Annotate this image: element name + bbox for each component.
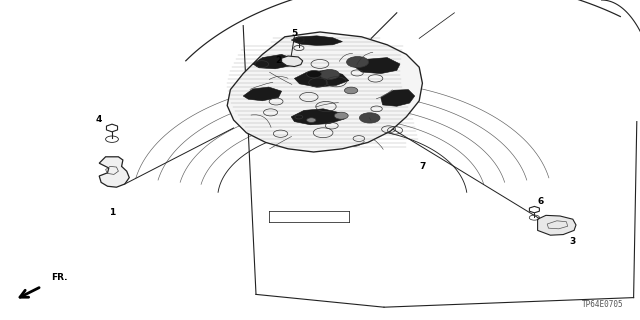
- Polygon shape: [99, 157, 129, 187]
- Circle shape: [360, 113, 380, 123]
- Polygon shape: [291, 36, 342, 45]
- Text: 1: 1: [109, 208, 115, 217]
- Polygon shape: [381, 90, 415, 106]
- Text: 5: 5: [291, 29, 298, 38]
- Polygon shape: [291, 109, 344, 125]
- Text: 4: 4: [96, 116, 102, 124]
- Polygon shape: [243, 87, 282, 101]
- Polygon shape: [227, 32, 422, 152]
- Polygon shape: [282, 56, 303, 67]
- Circle shape: [344, 87, 358, 94]
- Text: 7: 7: [419, 162, 426, 171]
- Text: 2: 2: [275, 56, 282, 65]
- Circle shape: [334, 112, 348, 119]
- Text: 6: 6: [538, 197, 544, 206]
- Circle shape: [307, 70, 321, 78]
- Circle shape: [320, 69, 339, 79]
- Polygon shape: [294, 70, 349, 87]
- Circle shape: [347, 57, 369, 68]
- Circle shape: [307, 118, 316, 123]
- Polygon shape: [538, 215, 576, 235]
- Text: FR.: FR.: [51, 273, 68, 282]
- Polygon shape: [253, 54, 294, 69]
- Text: TP64E0705: TP64E0705: [582, 300, 624, 309]
- Text: 3: 3: [570, 237, 576, 246]
- Polygon shape: [355, 58, 400, 74]
